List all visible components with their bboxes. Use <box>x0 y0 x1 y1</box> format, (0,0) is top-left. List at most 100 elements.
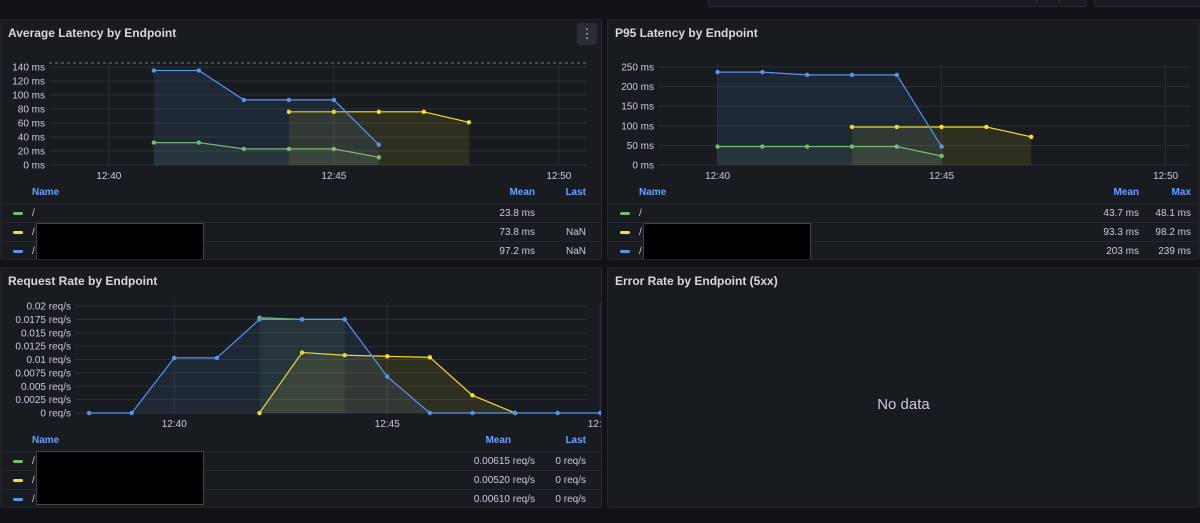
series-color-swatch[interactable] <box>13 250 23 253</box>
y-tick-label: 120 ms <box>12 77 45 88</box>
data-point <box>331 109 337 115</box>
x-tick-label: 12:45 <box>929 171 954 182</box>
time-range-picker[interactable] <box>708 0 1037 7</box>
panel-title[interactable]: Request Rate by Endpoint <box>8 274 158 288</box>
legend-mean-value: 0.00610 req/s <box>473 494 535 505</box>
zoom-button[interactable] <box>1036 0 1060 7</box>
series-color-swatch[interactable] <box>13 212 23 215</box>
request-rate-chart[interactable]: 0.02 req/s 0.0175 req/s 0.015 req/s 0.0125 … <box>1 268 601 443</box>
y-tick-label: 150 ms <box>621 102 654 113</box>
series-color-swatch[interactable] <box>13 460 23 463</box>
series-area <box>89 319 601 413</box>
legend-row[interactable]: / 0.00615 req/s 0 req/s <box>1 451 601 471</box>
series-name: / <box>639 246 642 257</box>
panel-title[interactable]: Error Rate by Endpoint (5xx) <box>615 274 778 288</box>
y-tick-label: 50 ms <box>627 141 654 152</box>
refresh-button[interactable] <box>1059 0 1087 7</box>
series-name: / <box>32 227 35 238</box>
data-point <box>470 393 475 398</box>
legend-row[interactable]: / 93.3 ms 98.2 ms <box>608 222 1199 242</box>
legend-mean-value: 43.7 ms <box>1103 208 1139 219</box>
legend-max-header[interactable]: Max <box>1171 187 1191 198</box>
legend-last-value: NaN <box>565 227 586 238</box>
panel-p95-latency: P95 Latency by Endpoint 250 ms 200 ms 150 … <box>607 19 1200 260</box>
legend-mean-value: 73.8 ms <box>499 227 535 238</box>
legend-row[interactable]: / 97.2 ms NaN <box>1 241 601 259</box>
refresh-interval-picker[interactable] <box>1094 0 1200 7</box>
data-point <box>331 146 337 152</box>
data-point <box>241 97 247 103</box>
data-point <box>894 72 899 78</box>
data-point <box>376 155 382 160</box>
data-point <box>342 317 347 322</box>
legend-mean-header[interactable]: Mean <box>485 435 511 446</box>
legend-last-header[interactable]: Last <box>565 435 586 446</box>
y-tick-label: 0.01 req/s <box>27 355 71 366</box>
series-area <box>153 70 379 165</box>
x-tick-label: 12:45 <box>375 419 400 430</box>
data-point <box>715 144 720 149</box>
series-name: / <box>32 494 35 505</box>
series-color-swatch[interactable] <box>620 231 630 234</box>
legend-last-header[interactable]: Last <box>565 187 586 198</box>
no-data-message: No data <box>877 396 930 413</box>
legend-max-value: 239 ms <box>1158 246 1191 257</box>
data-point <box>151 68 157 73</box>
data-point <box>172 355 177 361</box>
data-point <box>257 317 262 322</box>
legend-mean-header[interactable]: Mean <box>1113 187 1139 198</box>
data-point <box>760 144 765 149</box>
legend-max-value: 48.1 ms <box>1155 208 1191 219</box>
data-point <box>257 410 262 416</box>
series-line <box>153 141 379 158</box>
data-point <box>470 410 475 416</box>
legend-name-header[interactable]: Name <box>32 435 60 446</box>
data-point <box>555 410 560 416</box>
panel-title[interactable]: Average Latency by Endpoint <box>8 26 177 40</box>
legend-mean-value: 23.8 ms <box>499 208 535 219</box>
y-tick-label: 100 ms <box>621 121 654 132</box>
y-tick-label: 60 ms <box>18 119 45 130</box>
legend-row[interactable]: / 0.00610 req/s 0 req/s <box>1 489 601 507</box>
legend-row[interactable]: / 0.00520 req/s 0 req/s <box>1 470 601 490</box>
series-line <box>717 145 942 157</box>
series-color-swatch[interactable] <box>13 231 23 234</box>
series-area <box>259 352 516 413</box>
legend-row[interactable]: / 73.8 ms NaN <box>1 222 601 242</box>
data-point <box>939 153 944 159</box>
latency-chart[interactable]: 250 ms 200 ms 150 ms 100 ms 50 ms 0 ms 12:40 12… <box>608 20 1200 195</box>
data-point <box>894 124 899 130</box>
series-name: / <box>32 246 35 257</box>
data-point <box>894 144 899 149</box>
data-point <box>129 410 134 416</box>
data-point <box>427 410 433 416</box>
legend-header: Name Mean Last <box>1 185 601 201</box>
panel-menu-icon[interactable]: ⋮ <box>577 23 597 45</box>
panel-request-rate: Request Rate by Endpoint 0.02 req/s 0.017… <box>0 267 602 508</box>
series-color-swatch[interactable] <box>620 212 630 215</box>
legend-row[interactable]: / 203 ms 239 ms <box>608 241 1199 259</box>
y-tick-label: 0 ms <box>23 161 45 172</box>
data-point <box>286 109 292 115</box>
series-area <box>259 317 345 413</box>
legend-mean-header[interactable]: Mean <box>509 187 535 198</box>
legend-row[interactable]: / 23.8 ms <box>1 203 601 223</box>
panel-title[interactable]: P95 Latency by Endpoint <box>615 26 758 40</box>
series-name: / <box>639 208 642 219</box>
legend-header: Name Mean Max <box>608 185 1199 201</box>
series-area <box>288 111 469 165</box>
series-color-swatch[interactable] <box>620 250 630 253</box>
data-point <box>427 355 433 360</box>
y-tick-label: 200 ms <box>621 82 654 93</box>
legend-name-header[interactable]: Name <box>639 187 667 198</box>
legend-name-header[interactable]: Name <box>32 187 60 198</box>
data-point <box>804 72 810 78</box>
latency-chart[interactable]: 140 ms 120 ms 100 ms 80 ms 60 ms 40 ms 20 ms 0 … <box>1 20 601 195</box>
series-color-swatch[interactable] <box>13 498 23 501</box>
legend-row[interactable]: / 43.7 ms 48.1 ms <box>608 203 1199 223</box>
series-name: / <box>32 208 35 219</box>
series-color-swatch[interactable] <box>13 479 23 482</box>
y-tick-label: 0.005 req/s <box>21 382 71 393</box>
data-point <box>385 374 390 379</box>
data-point <box>241 146 247 152</box>
